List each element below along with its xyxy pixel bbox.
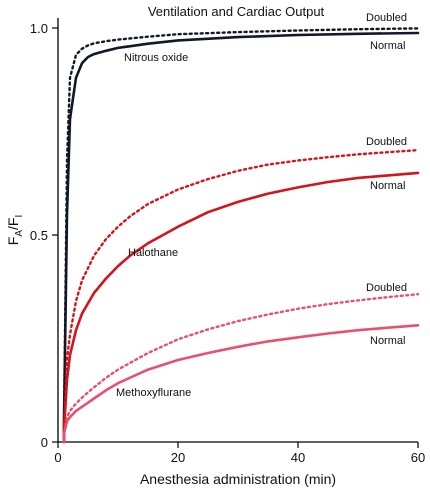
series-line-halothane-doubled — [62, 148, 420, 444]
label-doubled-methoxyflurane: Doubled — [366, 282, 407, 294]
chart-title: Ventilation and Cardiac Output — [148, 4, 325, 19]
label-doubled-nitrous: Doubled — [366, 12, 407, 24]
y-axis-label-f: F — [5, 237, 21, 246]
x-axis-label: Anesthesia administration (min) — [140, 471, 336, 487]
y-tick-label: 0 — [41, 435, 48, 450]
label-doubled-halothane: Doubled — [366, 136, 407, 148]
label-normal-halothane: Normal — [370, 180, 405, 192]
series-line-methoxyflurane-normal — [62, 324, 420, 444]
y-tick-label: 0.5 — [30, 228, 48, 243]
label-normal-nitrous: Normal — [370, 40, 405, 52]
y-axis-label-sep: /F — [5, 218, 21, 230]
y-axis-label-sub-i: I — [14, 215, 25, 218]
series-line-methoxyflurane-doubled — [62, 293, 420, 444]
label-methoxyflurane: Methoxyflurane — [116, 387, 191, 399]
x-tick-label: 0 — [54, 450, 61, 465]
label-halothane: Halothane — [128, 247, 178, 259]
label-nitrous-oxide: Nitrous oxide — [124, 52, 188, 64]
y-axis-label: FA/FI — [5, 215, 25, 245]
x-tick-label: 40 — [291, 450, 305, 465]
y-tick-label: 1.0 — [30, 21, 48, 36]
ticks-layer: 0 20 40 60 0 0.5 1.0 — [30, 21, 425, 465]
y-axis-label-sub-a: A — [14, 230, 25, 237]
series-line-nitrous-oxide-normal — [62, 31, 420, 444]
x-tick-label: 20 — [171, 450, 185, 465]
series-line-halothane-normal — [62, 171, 420, 444]
label-normal-methoxyflurane: Normal — [370, 335, 405, 347]
series-layer — [62, 27, 420, 444]
x-tick-label: 60 — [411, 450, 425, 465]
series-line-nitrous-oxide-doubled — [62, 27, 420, 444]
